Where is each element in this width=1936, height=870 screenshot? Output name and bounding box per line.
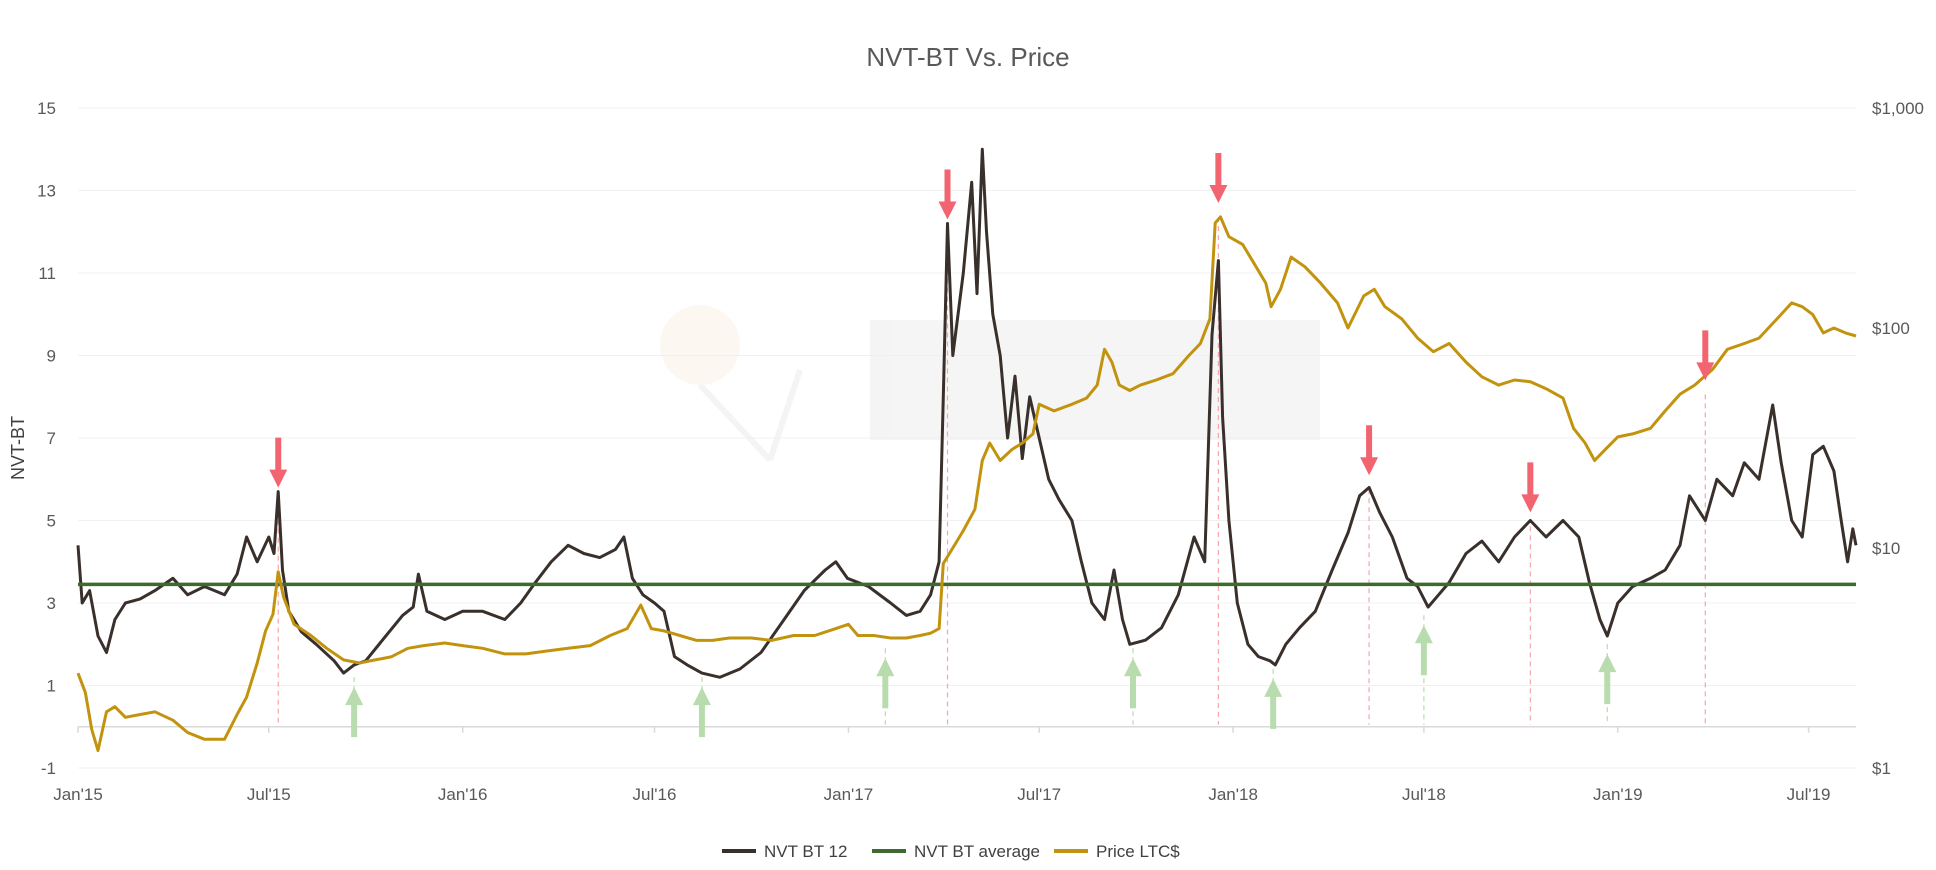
sell-arrow — [1360, 425, 1379, 476]
buy-arrow-shaft — [882, 674, 889, 709]
y-tick-label: 1 — [47, 677, 56, 696]
legend-label: Price LTC$ — [1096, 842, 1180, 861]
y-tick-label: 7 — [47, 429, 56, 448]
legend-item: NVT BT 12 — [722, 842, 847, 861]
buy-arrow-head — [1123, 658, 1142, 677]
x-tick-label: Jul'19 — [1787, 785, 1831, 804]
x-tick-label: Jan'19 — [1593, 785, 1643, 804]
legend-item: NVT BT average — [872, 842, 1040, 861]
buy-arrow-shaft — [1129, 674, 1136, 709]
y2-tick-label: $100 — [1872, 319, 1910, 338]
buy-arrow-head — [692, 687, 711, 706]
gridlines — [78, 107, 1856, 769]
y-tick-label: 9 — [47, 347, 56, 366]
sell-arrow-shaft — [1702, 330, 1709, 365]
buy-arrow-head — [1264, 678, 1283, 697]
sell-arrow-shaft — [944, 169, 951, 204]
buy-arrow-shaft — [1420, 641, 1427, 676]
y-tick-label: 3 — [47, 594, 56, 613]
x-tick-label: Jan'18 — [1208, 785, 1258, 804]
sell-arrow-shaft — [1215, 153, 1222, 187]
buy-arrow-head — [1598, 654, 1617, 673]
y-tick-label: 13 — [37, 182, 56, 201]
left-axis-ticks: 15 13 11 9 7 5 3 1 -1 — [37, 99, 56, 778]
buy-arrow — [1264, 678, 1283, 729]
sell-arrow — [1521, 462, 1540, 513]
x-tick-label: Jan'17 — [824, 785, 874, 804]
sell-arrow-head — [938, 201, 957, 220]
buy-arrow — [345, 687, 364, 738]
sell-arrow — [269, 437, 288, 488]
buy-arrow-shaft — [1270, 694, 1277, 729]
legend-label: NVT BT average — [914, 842, 1040, 861]
buy-arrow-shaft — [351, 703, 358, 738]
x-tick-label: Jan'15 — [53, 785, 103, 804]
sell-arrow — [1696, 330, 1715, 381]
y-tick-label: 11 — [38, 264, 56, 283]
sell-arrow-shaft — [1366, 425, 1373, 460]
buy-arrow — [1123, 658, 1142, 709]
x-tick-label: Jul'18 — [1402, 785, 1446, 804]
y2-tick-label: $1,000 — [1872, 99, 1924, 118]
sell-arrow — [938, 169, 957, 220]
buy-arrow — [1598, 654, 1617, 705]
series-price-ltc-line — [76, 215, 1857, 753]
buy-arrow — [692, 687, 711, 738]
legend-label: NVT BT 12 — [764, 842, 847, 861]
buy-arrow — [876, 658, 895, 709]
buy-arrow-shaft — [1604, 670, 1611, 705]
sell-arrow-head — [1696, 362, 1715, 381]
sell-arrow-head — [269, 469, 288, 488]
signal-arrows — [269, 153, 1715, 738]
x-axis-ticks: Jan'15 Jul'15 Jan'16 Jul'16 Jan'17 Jul'17 Jan'… — [53, 726, 1831, 804]
buy-arrow-head — [345, 687, 364, 706]
buy-arrow-head — [876, 658, 895, 677]
right-axis-ticks: $1,000 $100 $10 $1 — [1872, 99, 1924, 778]
y-axis-title: NVT-BT — [8, 416, 28, 480]
legend-item: Price LTC$ — [1054, 842, 1180, 861]
y-tick-label: 15 — [37, 99, 56, 118]
y2-tick-label: $10 — [1872, 539, 1900, 558]
x-tick-label: Jul'17 — [1017, 785, 1061, 804]
chart-title: NVT-BT Vs. Price — [866, 42, 1069, 72]
sell-arrow-shaft — [1527, 462, 1534, 497]
sell-arrow-head — [1360, 457, 1379, 476]
y2-tick-label: $1 — [1872, 759, 1891, 778]
x-tick-label: Jan'16 — [438, 785, 488, 804]
sell-arrow-head — [1209, 185, 1228, 203]
sell-arrow-shaft — [275, 437, 282, 472]
x-tick-label: Jul'16 — [633, 785, 677, 804]
buy-arrow-shaft — [698, 703, 705, 738]
sell-arrow-head — [1521, 494, 1540, 513]
series-lines — [76, 147, 1858, 753]
legend: NVT BT 12 NVT BT average Price LTC$ — [722, 842, 1180, 861]
sell-arrow — [1209, 153, 1228, 203]
y-tick-label: -1 — [41, 759, 56, 778]
x-tick-label: Jul'15 — [247, 785, 291, 804]
buy-arrow — [1414, 625, 1433, 676]
buy-arrow-head — [1414, 625, 1433, 644]
series-nvt-bt-12-line — [76, 147, 1858, 679]
y-tick-label: 5 — [47, 512, 56, 531]
